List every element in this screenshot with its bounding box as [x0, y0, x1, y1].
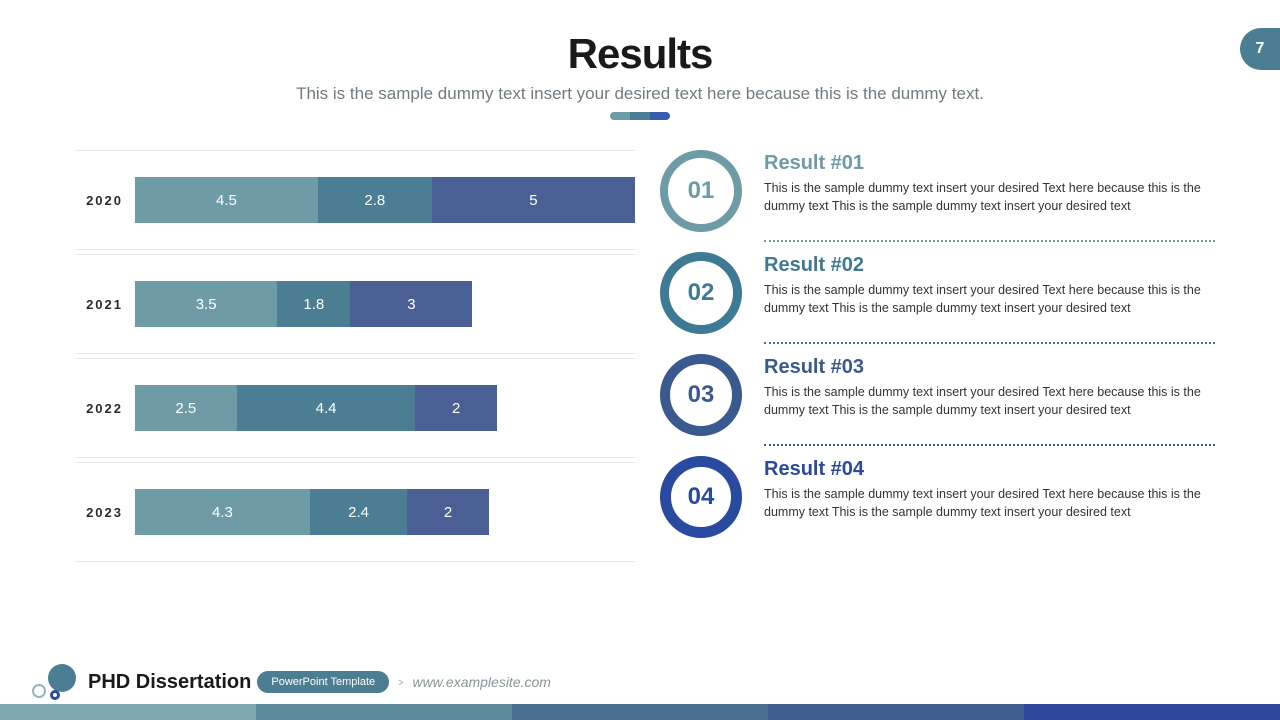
bar-segment: 2.8	[318, 177, 432, 223]
chart-row: 20213.51.83	[75, 254, 635, 354]
page-number-badge: 7	[1240, 28, 1280, 70]
bar-segment: 3	[350, 281, 472, 327]
year-label: 2022	[75, 401, 135, 416]
chevron-right-icon: ›	[397, 674, 404, 690]
year-label: 2023	[75, 505, 135, 520]
results-list: 01 Result #01 This is the sample dummy tex…	[655, 150, 1215, 566]
result-text: Result #03 This is the sample dummy text …	[764, 354, 1215, 436]
result-item: 04 Result #04 This is the sample dummy tex…	[660, 456, 1215, 538]
result-description: This is the sample dummy text insert you…	[764, 485, 1215, 521]
result-number-circle: 04	[660, 456, 742, 538]
year-label: 2021	[75, 297, 135, 312]
accent-bar	[610, 112, 670, 120]
dotted-divider	[764, 240, 1215, 242]
bar-segment: 2.5	[135, 385, 237, 431]
bar-segment: 4.4	[237, 385, 416, 431]
bar-segment: 3.5	[135, 281, 277, 327]
page-subtitle: This is the sample dummy text insert you…	[0, 84, 1280, 104]
result-text: Result #02 This is the sample dummy text …	[764, 252, 1215, 334]
page-title: Results	[0, 30, 1280, 78]
chart-row: 20234.32.42	[75, 462, 635, 562]
result-title: Result #02	[764, 254, 1215, 277]
footer-pill: PowerPoint Template	[257, 671, 389, 693]
bar-segment: 2	[415, 385, 496, 431]
result-title: Result #01	[764, 152, 1215, 175]
bar-segment: 2.4	[310, 489, 408, 535]
result-description: This is the sample dummy text insert you…	[764, 281, 1215, 317]
bottom-color-stripe	[0, 704, 1280, 720]
footer-title: PHD Dissertation	[88, 671, 251, 694]
result-text: Result #04 This is the sample dummy text …	[764, 456, 1215, 538]
footer-logo-icon	[30, 664, 78, 700]
bar-segment: 1.8	[277, 281, 350, 327]
bar-segment: 4.5	[135, 177, 318, 223]
content-area: 20204.52.8520213.51.8320222.54.4220234.3…	[0, 120, 1280, 566]
footer: PHD Dissertation PowerPoint Template › w…	[0, 664, 1280, 700]
result-number-circle: 01	[660, 150, 742, 232]
chart-row: 20222.54.42	[75, 358, 635, 458]
year-label: 2020	[75, 193, 135, 208]
result-item: 03 Result #03 This is the sample dummy tex…	[660, 354, 1215, 436]
bar-segment: 5	[432, 177, 635, 223]
dotted-divider	[764, 342, 1215, 344]
result-number-circle: 02	[660, 252, 742, 334]
result-title: Result #03	[764, 356, 1215, 379]
result-item: 02 Result #02 This is the sample dummy tex…	[660, 252, 1215, 334]
result-text: Result #01 This is the sample dummy text …	[764, 150, 1215, 232]
result-number-circle: 03	[660, 354, 742, 436]
bar-segment: 4.3	[135, 489, 310, 535]
chart-row: 20204.52.85	[75, 150, 635, 250]
bar-segment: 2	[407, 489, 488, 535]
footer-url: www.examplesite.com	[412, 674, 551, 690]
header: Results This is the sample dummy text in…	[0, 0, 1280, 120]
result-title: Result #04	[764, 458, 1215, 481]
stacked-bar-chart: 20204.52.8520213.51.8320222.54.4220234.3…	[75, 150, 635, 566]
result-description: This is the sample dummy text insert you…	[764, 383, 1215, 419]
result-description: This is the sample dummy text insert you…	[764, 179, 1215, 215]
result-item: 01 Result #01 This is the sample dummy tex…	[660, 150, 1215, 232]
dotted-divider	[764, 444, 1215, 446]
